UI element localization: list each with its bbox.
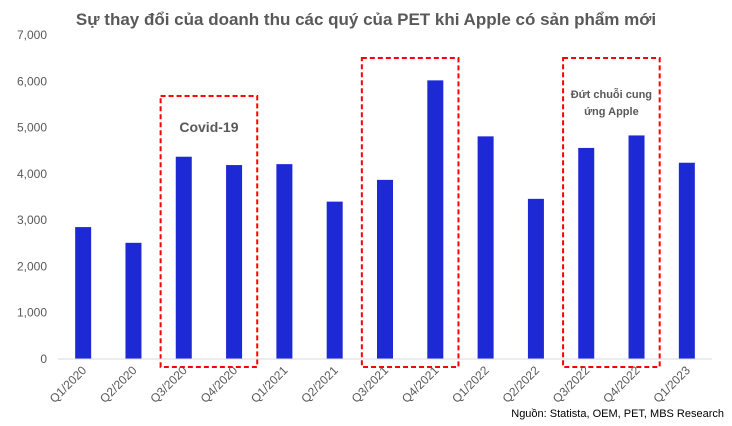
x-tick-label: Q2/2022 [500, 363, 543, 406]
highlight-box [159, 95, 259, 368]
y-tick-label: 0 [40, 352, 47, 366]
bar-q4-2021 [427, 80, 444, 360]
x-tick-label: Q1/2023 [651, 363, 694, 406]
x-tick-label: Q4/2022 [600, 363, 643, 406]
bar-q1-2023 [678, 162, 695, 359]
annotation-label: Covid-19 [179, 119, 238, 135]
y-axis: 0 1,000 2,000 3,000 4,000 5,000 6,000 7,000 [17, 28, 47, 366]
x-tick-label: Q2/2021 [298, 363, 341, 406]
bar-q2-2020 [125, 242, 142, 359]
bar-q2-2022 [527, 198, 544, 359]
bar-q1-2021 [276, 164, 293, 359]
y-tick-label: 3,000 [17, 213, 47, 227]
bar-q1-2022 [477, 136, 494, 359]
highlight-box [360, 57, 460, 368]
annotation-label: ứng Apple [584, 106, 639, 118]
bar-q3-2022 [578, 147, 595, 359]
bar-q2-2021 [326, 201, 343, 359]
y-tick-label: 7,000 [17, 28, 47, 42]
chart-title: Sự thay đổi của doanh thu các quý của PE… [75, 10, 657, 29]
highlight-boxes: Covid-19 Đứt chuỗi cung ứng Apple [159, 57, 661, 368]
x-axis: Q1/2020 Q2/2020 Q3/2020 Q4/2020 Q1/2021 Q2/20… [47, 358, 712, 406]
bars [75, 80, 695, 360]
x-tick-label: Q4/2020 [198, 363, 241, 406]
bar-q3-2020 [175, 156, 192, 359]
x-tick-label: Q3/2022 [550, 363, 593, 406]
y-tick-label: 5,000 [17, 121, 47, 135]
annotation-label: Đứt chuỗi cung [571, 88, 652, 101]
y-tick-label: 6,000 [17, 74, 47, 88]
x-tick-label: Q3/2021 [349, 363, 392, 406]
bar-q3-2021 [377, 179, 393, 359]
x-tick-label: Q3/2020 [147, 363, 190, 406]
y-tick-label: 1,000 [17, 306, 47, 320]
source-note: Nguồn: Statista, OEM, PET, MBS Research [511, 408, 724, 420]
x-tick-label: Q2/2020 [97, 363, 140, 406]
bar-q4-2020 [226, 165, 243, 359]
bar-q1-2020 [75, 227, 92, 359]
y-tick-label: 2,000 [17, 259, 47, 273]
x-tick-label: Q1/2021 [248, 363, 291, 406]
y-tick-label: 4,000 [17, 167, 47, 181]
bar-q4-2022 [628, 135, 645, 359]
x-tick-label: Q1/2022 [449, 363, 492, 406]
highlight-box [562, 57, 661, 368]
x-tick-label: Q4/2021 [399, 363, 442, 406]
x-tick-label: Q1/2020 [47, 363, 90, 406]
